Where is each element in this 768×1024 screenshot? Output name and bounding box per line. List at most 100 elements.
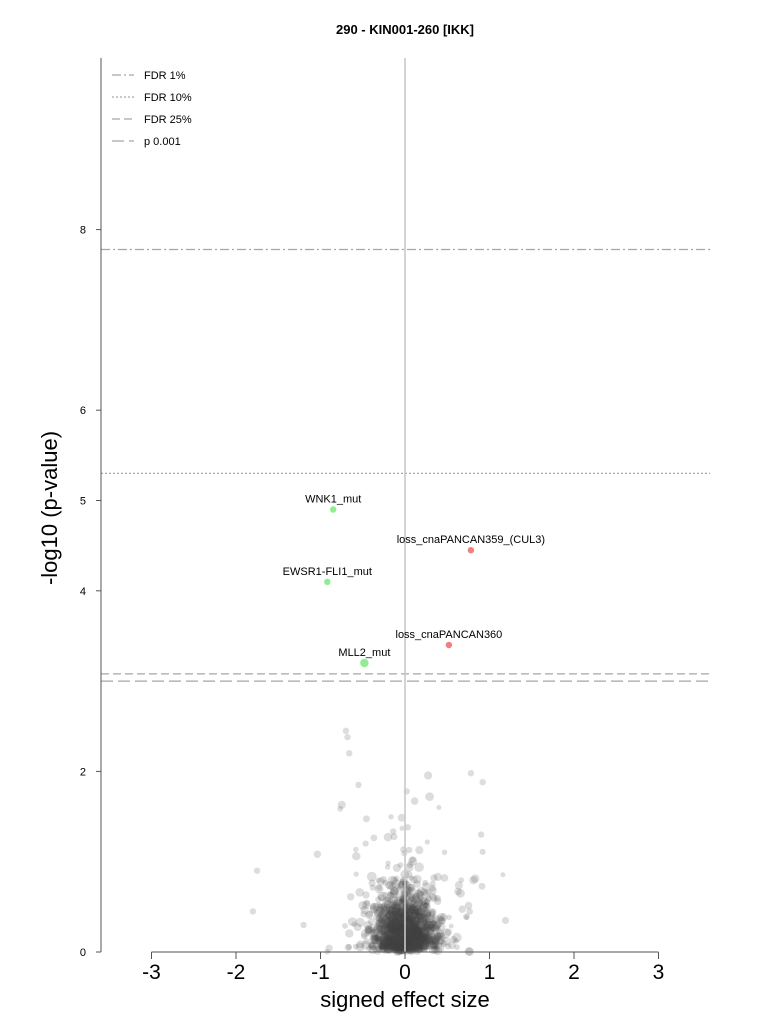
background-point bbox=[416, 925, 426, 935]
background-point bbox=[390, 923, 399, 932]
x-tick-label: 1 bbox=[484, 961, 496, 984]
background-point bbox=[418, 911, 427, 920]
background-point bbox=[412, 925, 420, 934]
background-point bbox=[416, 941, 424, 949]
background-point bbox=[417, 913, 427, 923]
background-point bbox=[414, 913, 421, 920]
background-point bbox=[389, 942, 396, 948]
background-point bbox=[407, 904, 418, 915]
background-point bbox=[388, 934, 394, 940]
background-point bbox=[404, 891, 414, 902]
background-point bbox=[391, 924, 398, 930]
background-point bbox=[430, 908, 437, 916]
background-point bbox=[411, 930, 421, 940]
background-point bbox=[364, 927, 372, 935]
background-point bbox=[388, 908, 399, 919]
background-point bbox=[406, 919, 412, 925]
background-point bbox=[430, 924, 438, 932]
background-point bbox=[405, 916, 413, 923]
background-point bbox=[387, 923, 397, 934]
background-point bbox=[416, 933, 426, 943]
background-point bbox=[409, 925, 418, 934]
background-point bbox=[395, 922, 403, 931]
background-point bbox=[392, 863, 401, 873]
background-point bbox=[375, 920, 382, 927]
background-point bbox=[421, 923, 430, 932]
background-point bbox=[404, 930, 414, 941]
background-point bbox=[384, 942, 392, 950]
background-point bbox=[388, 921, 396, 929]
background-point bbox=[381, 914, 392, 925]
background-point bbox=[411, 915, 417, 921]
background-point bbox=[410, 905, 419, 915]
background-point bbox=[384, 934, 394, 945]
background-point bbox=[387, 908, 394, 915]
background-point bbox=[377, 909, 386, 918]
background-point bbox=[380, 934, 387, 941]
background-point bbox=[414, 931, 425, 941]
background-point bbox=[390, 936, 399, 945]
background-point bbox=[366, 871, 377, 882]
background-point bbox=[404, 944, 412, 952]
background-point bbox=[381, 938, 388, 946]
background-point bbox=[372, 902, 382, 911]
background-point bbox=[412, 928, 421, 937]
background-point bbox=[388, 941, 398, 952]
background-point bbox=[391, 921, 402, 931]
background-point bbox=[379, 903, 385, 910]
background-point bbox=[344, 733, 351, 741]
background-point bbox=[422, 929, 430, 938]
background-point bbox=[420, 888, 429, 896]
background-point bbox=[347, 893, 355, 901]
background-point bbox=[377, 903, 383, 909]
background-point bbox=[458, 877, 465, 883]
background-point bbox=[419, 933, 429, 943]
background-point bbox=[393, 915, 400, 921]
x-tick-label: 0 bbox=[399, 961, 411, 984]
background-point bbox=[417, 924, 426, 933]
background-point bbox=[423, 932, 432, 941]
background-point bbox=[434, 919, 443, 928]
background-point bbox=[478, 882, 486, 890]
highlighted-point bbox=[324, 578, 331, 585]
background-point bbox=[325, 944, 333, 952]
background-point bbox=[407, 947, 416, 956]
background-point bbox=[353, 846, 359, 853]
background-point bbox=[397, 943, 406, 952]
background-point bbox=[382, 944, 389, 951]
background-point bbox=[358, 901, 368, 910]
background-point bbox=[386, 915, 395, 924]
background-point bbox=[368, 941, 376, 949]
background-point bbox=[385, 910, 395, 920]
background-point bbox=[409, 926, 417, 934]
background-point bbox=[418, 916, 429, 926]
background-point bbox=[414, 936, 422, 944]
background-point bbox=[384, 908, 391, 915]
background-point bbox=[378, 930, 387, 938]
background-point bbox=[397, 902, 407, 913]
background-point bbox=[417, 927, 423, 934]
background-point bbox=[384, 936, 393, 944]
background-point bbox=[415, 919, 421, 926]
background-point bbox=[382, 920, 389, 927]
background-point bbox=[408, 920, 417, 928]
background-point bbox=[419, 931, 429, 940]
background-point bbox=[383, 925, 393, 934]
background-point bbox=[417, 938, 426, 947]
background-point bbox=[417, 916, 424, 923]
x-tick-label: -1 bbox=[311, 961, 330, 984]
background-point bbox=[368, 942, 376, 950]
background-point bbox=[463, 913, 470, 920]
background-point bbox=[407, 922, 417, 932]
background-point bbox=[385, 940, 395, 949]
background-point bbox=[370, 934, 381, 945]
background-point bbox=[382, 931, 390, 939]
background-point bbox=[381, 905, 391, 915]
background-point bbox=[441, 928, 451, 938]
background-point bbox=[414, 932, 420, 938]
background-point bbox=[397, 923, 406, 932]
background-point bbox=[410, 909, 420, 918]
background-point bbox=[409, 923, 419, 934]
background-point bbox=[347, 917, 357, 927]
background-point bbox=[445, 943, 452, 950]
